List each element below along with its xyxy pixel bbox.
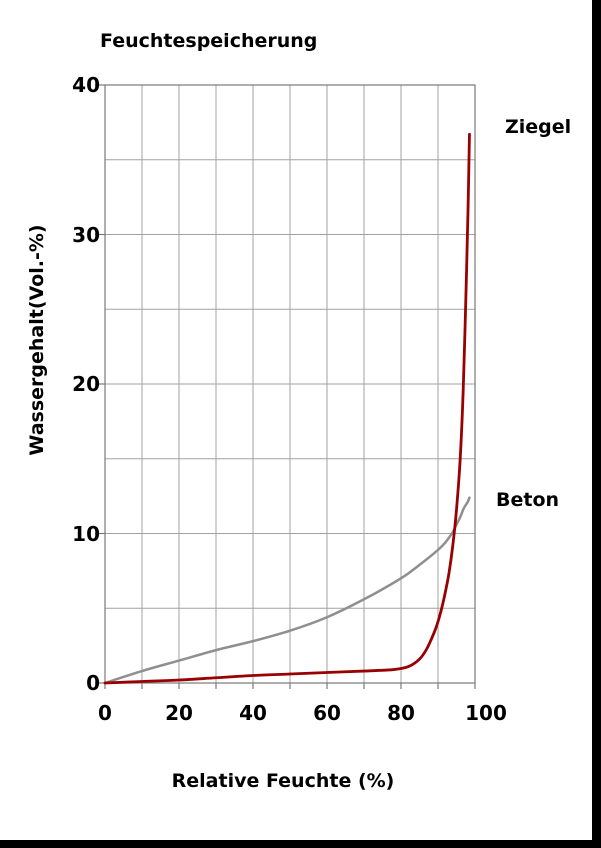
x-axis-title: Relative Feuchte (%) xyxy=(171,770,395,792)
x-tick-label: 60 xyxy=(313,701,341,725)
chart-title: Feuchtespeicherung xyxy=(100,30,318,52)
x-tick-label: 80 xyxy=(387,701,415,725)
y-tick-label: 20 xyxy=(72,372,100,396)
right-border-bar xyxy=(592,0,601,848)
y-tick-label: 10 xyxy=(72,521,100,546)
beton-curve xyxy=(103,496,471,685)
y-tick-label: 0 xyxy=(86,671,100,695)
series-label-ziegel: Ziegel xyxy=(505,116,572,138)
y-tick-label: 40 xyxy=(72,73,100,97)
x-tick-label: 20 xyxy=(165,701,193,725)
bottom-border-bar xyxy=(0,840,601,848)
y-tick-label: 30 xyxy=(72,222,100,247)
series-label-beton: Beton xyxy=(496,489,560,511)
x-tick-label: 0 xyxy=(98,701,112,725)
ziegel-curve xyxy=(103,132,471,685)
x-tick-label: 40 xyxy=(239,701,267,725)
x-tick-label: 100 xyxy=(465,701,507,725)
y-axis-title: Wassergehalt(Vol.-%) xyxy=(26,224,48,456)
plot-area xyxy=(95,84,476,689)
